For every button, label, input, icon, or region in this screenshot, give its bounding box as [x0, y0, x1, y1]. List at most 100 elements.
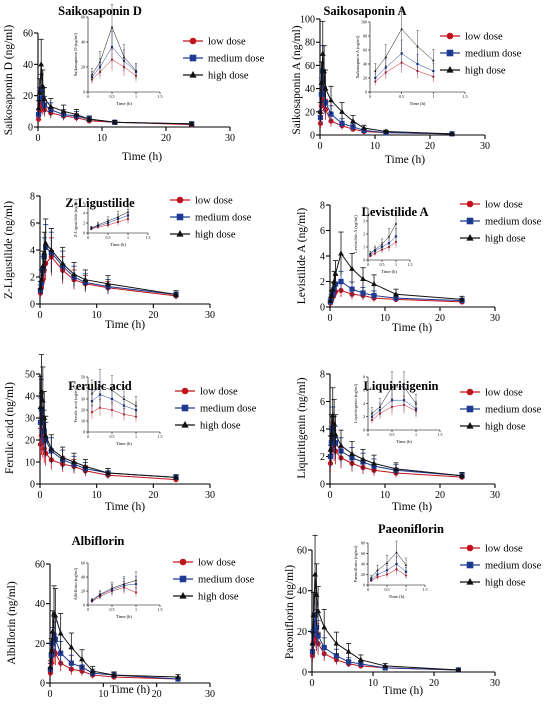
legend-entry: medium dose	[198, 575, 255, 586]
data-point	[96, 223, 100, 226]
y-tick-label: 60	[363, 47, 367, 52]
x-tick-label: 1.5	[408, 262, 413, 267]
data-point	[387, 235, 391, 238]
data-point	[105, 469, 111, 476]
data-point	[383, 128, 389, 134]
legend-swatch-marker	[181, 404, 189, 412]
y-tick-label: 40	[81, 385, 85, 390]
y-tick-label: 0	[310, 131, 315, 142]
y-tick-label: 60	[23, 29, 33, 40]
y-tick-label: 50	[81, 374, 85, 379]
data-point	[134, 591, 138, 594]
data-point	[317, 108, 324, 114]
y-axis-label: Z-Ligustilide (ng/ml)	[3, 201, 15, 299]
data-point	[47, 664, 54, 670]
y-tick-label: 40	[297, 586, 307, 597]
legend-entry: low dose	[208, 37, 246, 48]
y-tick-label: 2	[83, 220, 85, 225]
x-axis-label: Time (h)	[392, 322, 432, 334]
y-tick-label: 80	[305, 38, 315, 49]
data-point	[38, 61, 45, 67]
inset-y-axis-label: Saikosaponin D (ng/ml)	[73, 32, 78, 76]
legend: low dose medium dose high dose	[460, 200, 542, 245]
y-tick-label: 2	[363, 414, 365, 419]
y-axis-label: Saikosaponin A (ng/ml)	[291, 25, 303, 134]
x-tick-label: 0	[310, 678, 315, 689]
data-point	[41, 249, 48, 255]
y-tick-label: 30	[81, 396, 85, 401]
inset-chart: 0 0.5 1 1.5 0 20 40 60 Time (h) Saikosaponin D (n…	[73, 4, 163, 106]
y-tick-label: 20	[81, 588, 85, 593]
x-tick-label: 1.5	[438, 432, 443, 437]
y-tick-label: 4	[320, 252, 325, 263]
data-point	[90, 392, 94, 395]
chart-title: Z-Ligustilide	[65, 196, 135, 210]
x-tick-label: 0	[328, 313, 333, 324]
data-point	[416, 45, 419, 48]
data-point	[47, 103, 54, 109]
y-tick-label: 6	[320, 226, 325, 237]
data-point	[90, 598, 94, 601]
series-line-low-dose	[371, 568, 407, 582]
legend-entry: low dose	[200, 387, 238, 398]
data-point	[327, 446, 334, 452]
legend-swatch-marker	[179, 575, 187, 583]
y-axis-label: Albiflorin (ng/ml)	[6, 581, 18, 665]
inset-y-axis-label: Z-Ligustilide (ng/ml)	[73, 198, 78, 237]
legend: low dose medium dose high dose	[440, 32, 522, 77]
y-tick-label: 20	[81, 407, 85, 412]
legend-swatch-marker	[179, 592, 187, 599]
data-point	[173, 291, 179, 297]
x-tick-label: 0	[87, 235, 89, 240]
x-tick-label: 0	[87, 94, 89, 99]
x-tick-label: 20	[148, 490, 158, 501]
y-tick-label: 0	[28, 123, 33, 134]
y-tick-label: 100	[361, 19, 367, 24]
data-point	[329, 412, 336, 418]
x-tick-label: 1.5	[158, 94, 163, 99]
y-tick-label: 4	[83, 210, 85, 215]
data-point	[333, 640, 340, 646]
data-point	[310, 611, 317, 618]
data-point	[380, 243, 384, 246]
data-point	[329, 286, 336, 292]
data-point	[313, 624, 320, 630]
inset-x-axis-label: Time (h)	[110, 242, 126, 247]
data-point	[313, 591, 320, 597]
data-point	[42, 432, 49, 438]
x-tick-label: 0	[36, 133, 41, 144]
data-point	[369, 576, 373, 579]
y-tick-label: 1	[363, 244, 365, 249]
x-axis-label: Time (h)	[383, 685, 423, 697]
y-tick-label: 30	[25, 414, 35, 425]
x-tick-label: 1	[135, 434, 137, 439]
data-point	[322, 85, 329, 91]
series-line-high-dose	[375, 28, 434, 72]
legend: low dose medium dose high dose	[175, 387, 257, 432]
data-point	[327, 297, 334, 303]
y-tick-label: 0	[30, 480, 35, 491]
x-tick-label: 1	[135, 94, 137, 99]
x-tick-label: 1.5	[423, 587, 428, 592]
x-tick-label: 20	[435, 313, 445, 324]
data-point	[98, 384, 102, 387]
data-point	[52, 612, 59, 618]
data-point	[41, 95, 48, 101]
data-point	[73, 111, 80, 117]
chart-title: Saikosaponin A	[323, 4, 406, 18]
data-point	[36, 89, 43, 95]
data-point	[111, 671, 117, 678]
legend-swatch-marker	[446, 66, 454, 73]
y-tick-label: 0	[83, 602, 85, 607]
y-tick-label: 40	[361, 561, 365, 566]
data-point	[35, 105, 42, 111]
series-line-low-dose	[375, 62, 434, 82]
x-tick-label: 30	[490, 490, 500, 501]
legend-entry: medium dose	[465, 49, 522, 60]
data-point	[116, 215, 120, 218]
data-point	[134, 69, 138, 72]
x-tick-label: 1.5	[158, 607, 163, 612]
data-point	[41, 414, 48, 421]
